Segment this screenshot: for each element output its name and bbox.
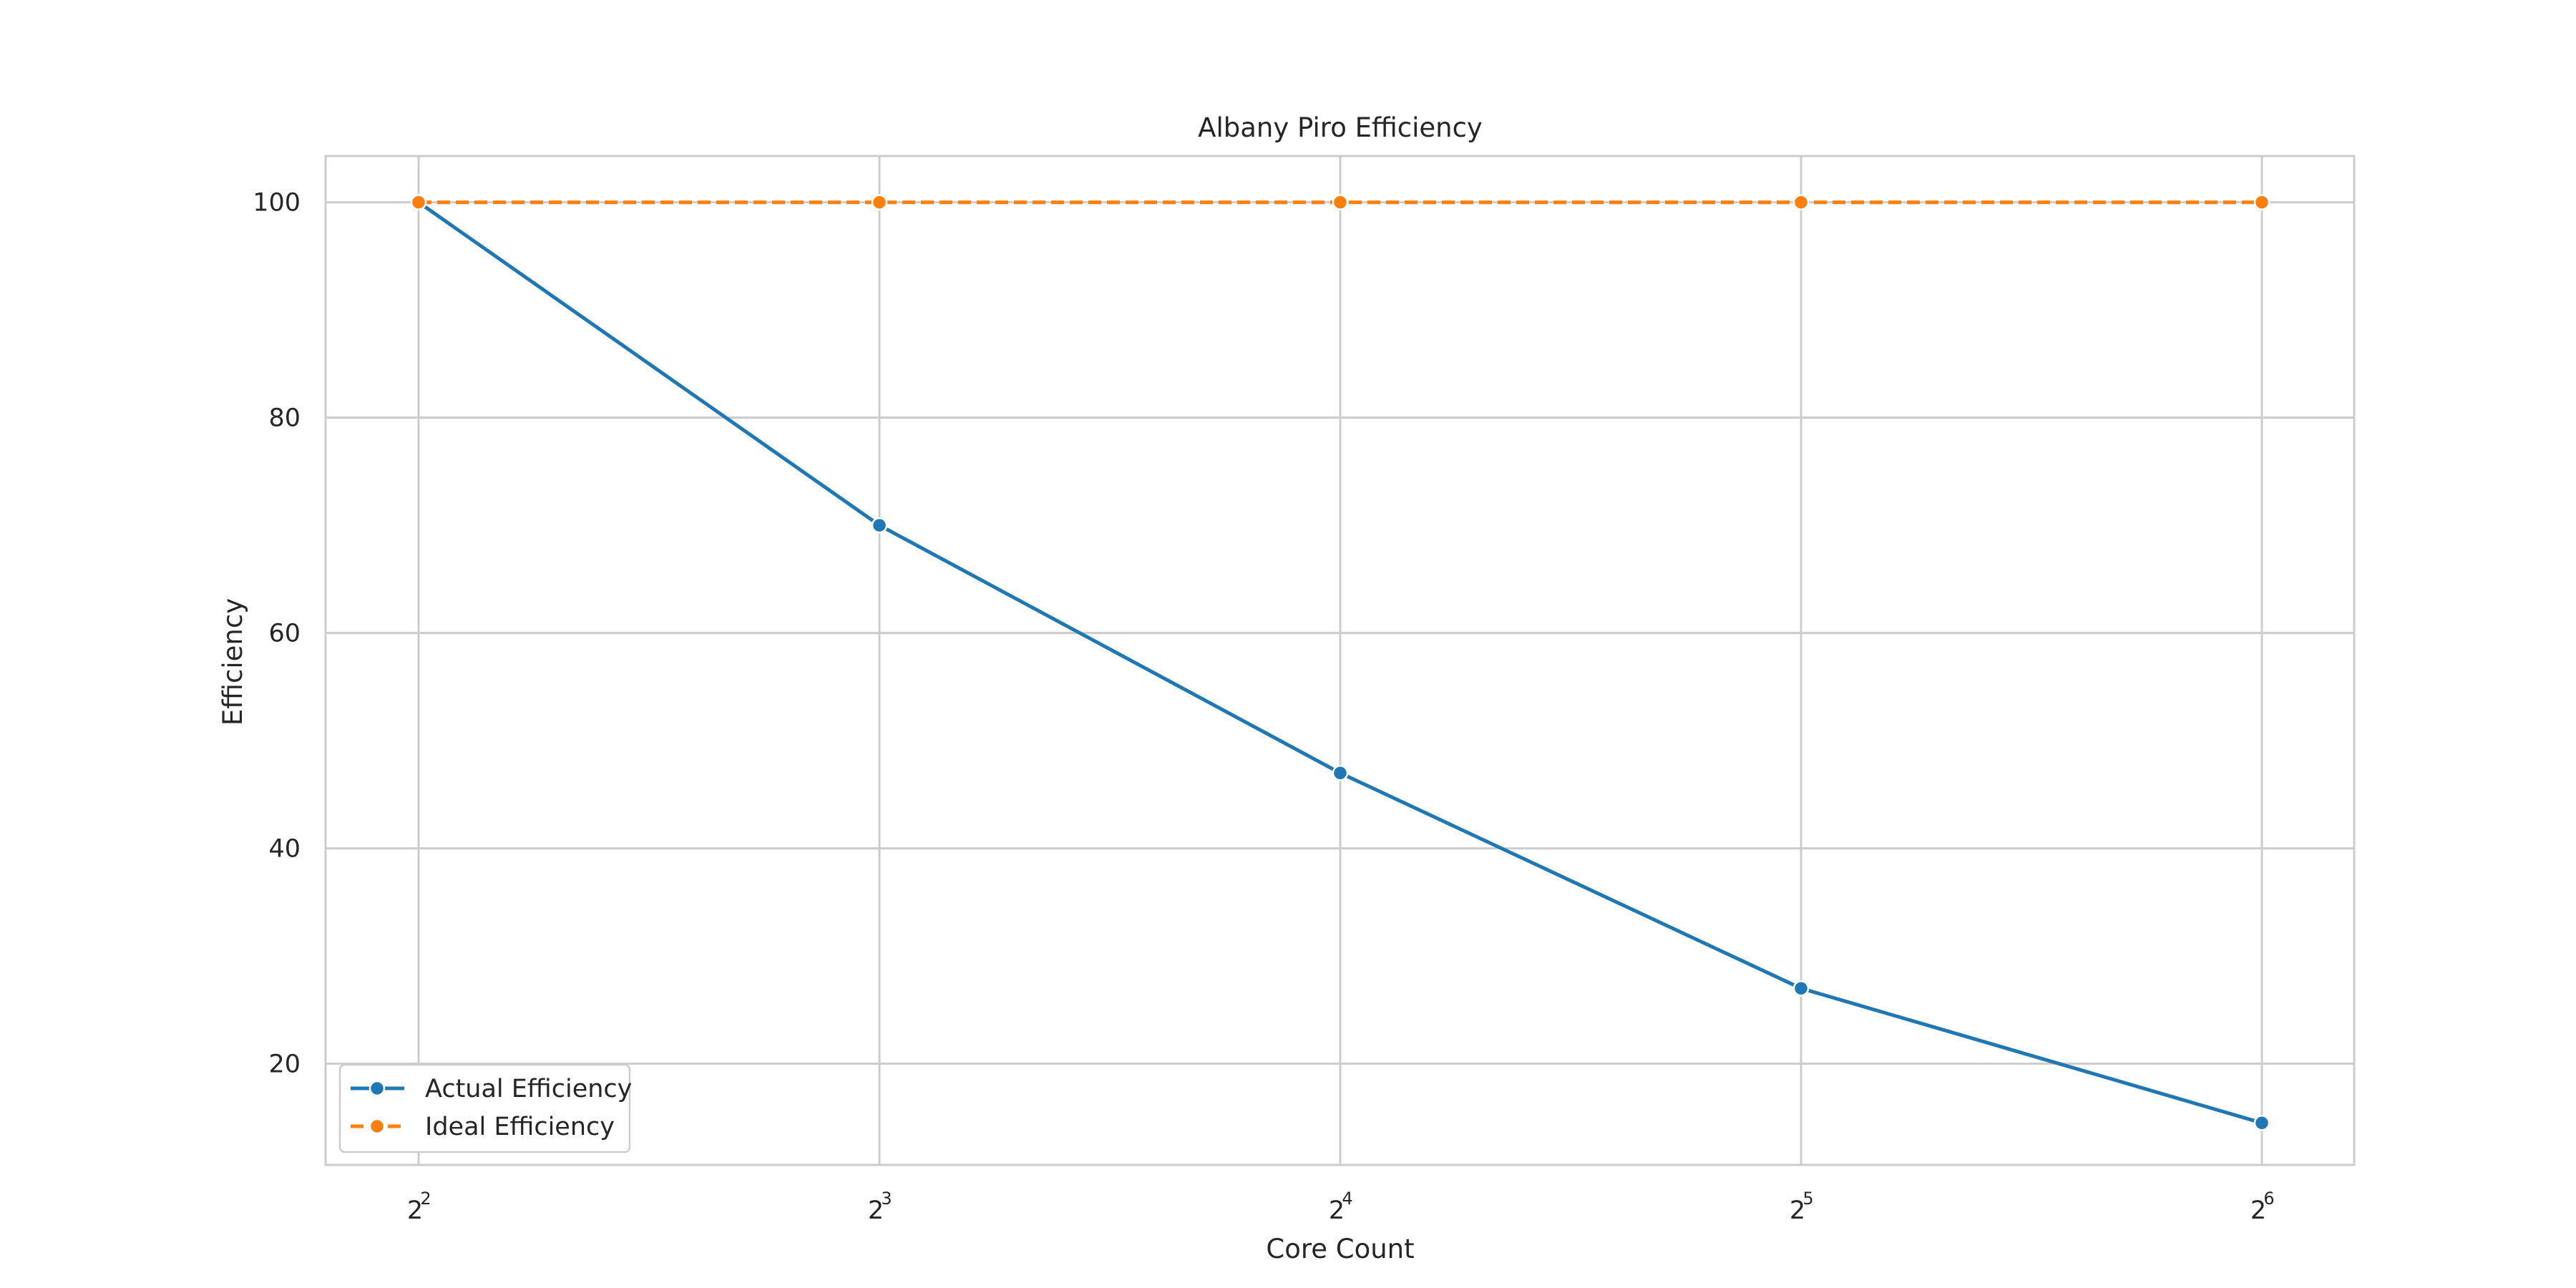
series-1 bbox=[410, 194, 2270, 210]
chart-title: Albany Piro Efficiency bbox=[1198, 112, 1483, 143]
x-tick-exponent: 6 bbox=[2263, 1189, 2274, 1209]
x-tick-label: 2 bbox=[868, 1196, 884, 1225]
x-tick-label: 2 bbox=[2250, 1196, 2266, 1225]
x-tick-label: 2 bbox=[1329, 1196, 1345, 1225]
data-point bbox=[1792, 194, 1810, 210]
x-tick-label: 2 bbox=[407, 1196, 423, 1225]
data-point bbox=[871, 517, 888, 534]
data-point bbox=[1332, 765, 1349, 781]
x-axis-label: Core Count bbox=[1266, 1234, 1414, 1264]
data-point bbox=[2253, 194, 2270, 210]
y-tick-label: 100 bbox=[253, 189, 301, 218]
x-tick-exponent: 3 bbox=[881, 1189, 892, 1209]
x-tick-label: 2 bbox=[1790, 1196, 1805, 1225]
legend: Actual Efficiency Ideal Efficiency bbox=[338, 1063, 632, 1153]
legend-box bbox=[338, 1063, 631, 1153]
legend-label: Actual Efficiency bbox=[425, 1075, 632, 1103]
data-point bbox=[1792, 980, 1810, 997]
legend-marker bbox=[369, 1118, 386, 1135]
x-tick-exponent: 4 bbox=[1342, 1189, 1352, 1209]
legend-marker bbox=[369, 1080, 386, 1097]
plot-frame bbox=[324, 155, 2356, 1166]
y-tick-label: 40 bbox=[268, 835, 301, 864]
y-tick-label: 80 bbox=[268, 404, 301, 433]
y-axis-label: Efficiency bbox=[218, 598, 248, 726]
legend-item: Actual Efficiency bbox=[351, 1075, 632, 1103]
series-layer bbox=[410, 194, 2270, 1131]
data-point bbox=[871, 194, 888, 210]
y-tick-label: 60 bbox=[268, 620, 301, 648]
data-point bbox=[1332, 194, 1349, 210]
legend-label: Ideal Efficiency bbox=[425, 1113, 615, 1141]
y-tick-label: 20 bbox=[268, 1050, 301, 1079]
data-point bbox=[410, 194, 427, 210]
data-point bbox=[2253, 1115, 2270, 1131]
x-tick-exponent: 2 bbox=[420, 1189, 431, 1209]
legend-item: Ideal Efficiency bbox=[351, 1113, 615, 1141]
x-tick-exponent: 5 bbox=[1802, 1189, 1813, 1209]
